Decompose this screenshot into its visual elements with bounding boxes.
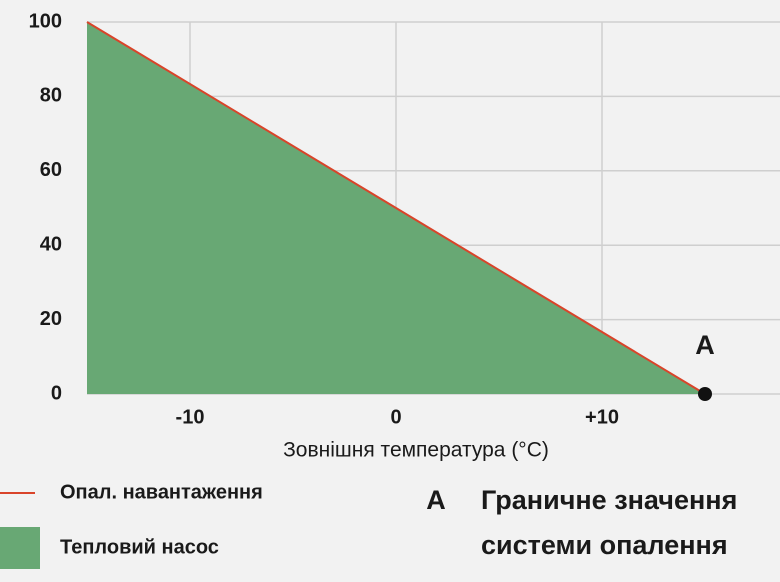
legend-swatch — [0, 527, 40, 569]
legend-label: Тепловий насос — [60, 536, 219, 558]
line — [86, 21, 706, 395]
y-tick-label: 40 — [40, 233, 62, 255]
x-axis-label: Зовнішня температура (°C) — [283, 439, 549, 462]
x-tick-label: -10 — [176, 406, 205, 428]
y-tick-label: 80 — [40, 85, 62, 107]
point-marker — [698, 387, 712, 401]
y-tick-label: 0 — [51, 382, 62, 404]
note-text: системи опалення — [481, 530, 728, 560]
y-tick-label: 100 — [29, 10, 62, 32]
y-tick-label: 60 — [40, 159, 62, 181]
note-text: Граничне значення — [481, 485, 737, 515]
point-label: A — [695, 330, 715, 360]
x-tick-label: +10 — [585, 406, 619, 428]
note-label: A — [426, 485, 446, 515]
y-tick-label: 20 — [40, 308, 62, 330]
x-tick-label: 0 — [390, 406, 401, 428]
legend-label: Опал. навантаження — [60, 481, 263, 503]
